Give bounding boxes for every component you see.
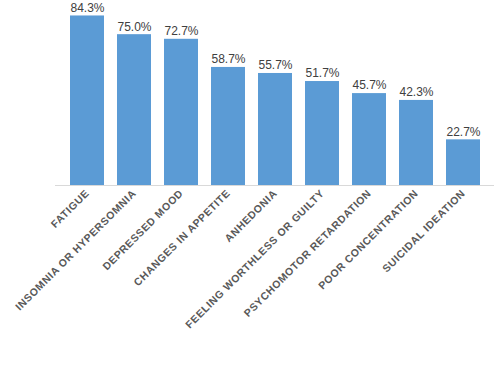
svg-text:22.7%: 22.7% — [446, 125, 480, 139]
svg-text:55.7%: 55.7% — [258, 58, 292, 72]
svg-text:FEELING WORTHLESS OR GUILTY: FEELING WORTHLESS OR GUILTY — [182, 186, 327, 331]
svg-text:CHANGES IN APPETITE: CHANGES IN APPETITE — [131, 187, 232, 288]
svg-text:SUICIDAL IDEATION: SUICIDAL IDEATION — [380, 187, 468, 275]
svg-text:POOR CONCENTRATION: POOR CONCENTRATION — [316, 187, 421, 292]
svg-text:PSYCHOMOTOR RETARDATION: PSYCHOMOTOR RETARDATION — [241, 186, 374, 319]
svg-text:42.3%: 42.3% — [399, 85, 433, 99]
svg-text:51.7%: 51.7% — [305, 66, 339, 80]
svg-text:84.3%: 84.3% — [70, 1, 104, 15]
svg-text:72.7%: 72.7% — [164, 24, 198, 38]
svg-text:45.7%: 45.7% — [352, 78, 386, 92]
svg-text:ANHEDONIA: ANHEDONIA — [222, 186, 280, 245]
svg-text:58.7%: 58.7% — [211, 52, 245, 66]
svg-text:DEPRESSED MOOD: DEPRESSED MOOD — [100, 187, 185, 272]
svg-text:75.0%: 75.0% — [117, 20, 151, 34]
svg-text:FATIGUE: FATIGUE — [48, 187, 91, 230]
svg-text:INSOMNIA OR HYPERSOMNIA: INSOMNIA OR HYPERSOMNIA — [12, 186, 139, 313]
